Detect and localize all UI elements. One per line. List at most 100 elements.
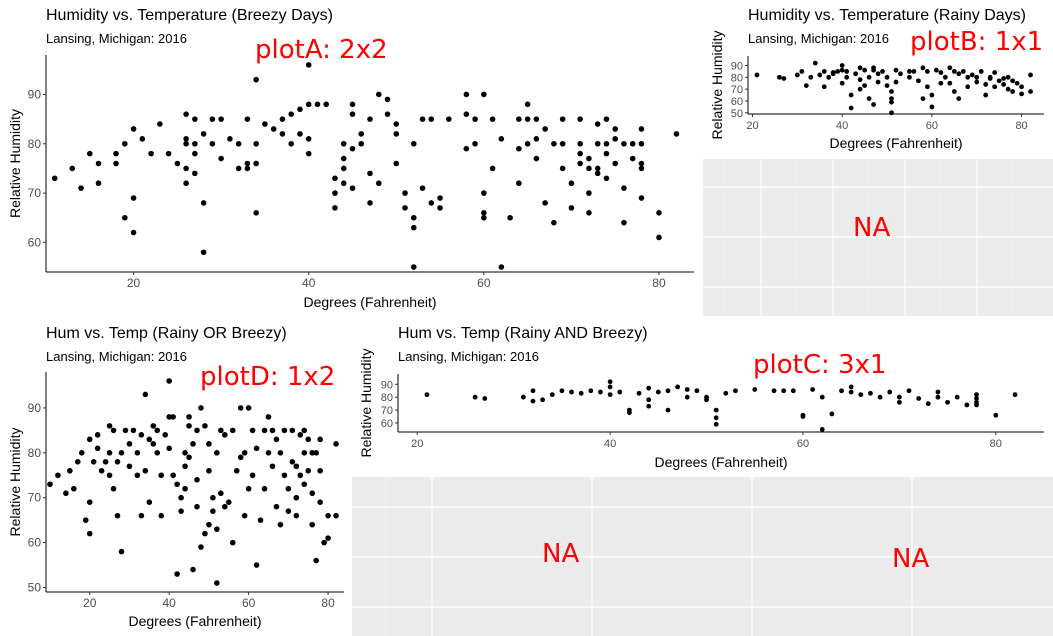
data-point: [933, 67, 939, 73]
data-point: [178, 508, 184, 514]
data-point: [309, 450, 316, 456]
data-point: [598, 389, 603, 395]
data-point: [1019, 84, 1024, 90]
data-point: [194, 503, 200, 510]
data-point: [646, 403, 652, 409]
data-point: [358, 140, 365, 147]
data-point: [261, 427, 268, 434]
data-point: [106, 423, 113, 429]
data-point: [817, 72, 823, 78]
data-point: [617, 389, 623, 395]
data-point: [925, 401, 931, 407]
data-point: [186, 454, 192, 461]
data-point: [929, 92, 935, 98]
data-point: [559, 165, 566, 172]
data-point: [481, 214, 487, 221]
data-point: [138, 512, 145, 519]
data-point: [808, 74, 814, 80]
data-point: [74, 458, 81, 465]
data-point: [656, 234, 662, 241]
data-point: [848, 384, 854, 390]
data-point: [896, 399, 902, 405]
data-point: [134, 472, 141, 479]
data-point: [218, 155, 224, 162]
data-point: [158, 512, 165, 519]
chart-subtitle: Lansing, Michigan: 2016: [46, 349, 187, 364]
data-point: [858, 392, 864, 398]
data-point: [317, 499, 323, 506]
data-point: [305, 150, 312, 157]
data-point: [90, 458, 97, 465]
data-point: [938, 70, 944, 75]
x-tick-label: 40: [604, 438, 616, 450]
data-point: [166, 445, 172, 452]
data-point: [684, 394, 690, 400]
data-point: [333, 441, 339, 447]
data-point: [1005, 74, 1011, 80]
data-point: [270, 126, 277, 132]
data-point: [218, 490, 224, 497]
x-tick-label: 40: [162, 596, 176, 610]
data-point: [200, 200, 207, 206]
x-tick-label: 20: [83, 596, 97, 610]
data-point: [202, 423, 208, 429]
data-point: [568, 180, 575, 187]
data-point: [819, 394, 825, 400]
y-tick-label: 90: [381, 379, 393, 391]
data-point: [214, 526, 220, 532]
data-point: [323, 101, 330, 108]
data-point: [569, 389, 574, 395]
data-point: [481, 190, 487, 196]
data-point: [481, 91, 487, 98]
data-point: [1010, 89, 1016, 94]
data-point: [285, 508, 292, 514]
data-point: [174, 571, 180, 577]
data-point: [987, 76, 993, 81]
data-point: [603, 150, 610, 157]
data-point: [235, 140, 242, 147]
data-point: [237, 405, 244, 411]
data-point: [887, 389, 893, 395]
data-point: [419, 116, 426, 122]
x-axis-label: Degrees (Fahrenheit): [654, 454, 787, 470]
data-point: [148, 150, 154, 157]
data-point: [424, 392, 430, 398]
data-point: [214, 580, 220, 586]
data-point: [244, 165, 251, 172]
data-point: [481, 210, 487, 216]
data-point: [819, 427, 825, 432]
data-point: [86, 499, 93, 506]
data-point: [960, 68, 966, 74]
data-point: [222, 432, 228, 438]
chart-subtitle: Lansing, Michigan: 2016: [398, 349, 539, 364]
data-point: [586, 190, 592, 196]
data-point: [78, 450, 85, 456]
data-point: [428, 200, 435, 206]
data-point: [907, 74, 912, 80]
data-point: [916, 396, 922, 401]
data-point: [273, 436, 280, 443]
data-point: [237, 454, 244, 461]
data-point: [305, 136, 312, 142]
data-point: [269, 463, 276, 470]
data-point: [253, 76, 259, 83]
data-point: [265, 450, 272, 456]
data-point: [134, 450, 141, 456]
data-point: [358, 131, 365, 137]
data-point: [94, 445, 101, 452]
na-label: NA: [853, 213, 891, 243]
data-point: [384, 111, 391, 117]
data-point: [277, 521, 284, 528]
data-point: [297, 472, 304, 479]
data-point: [857, 86, 863, 92]
x-tick-label: 20: [127, 276, 141, 290]
y-tick-label: 80: [381, 392, 393, 404]
data-point: [130, 126, 137, 132]
data-point: [63, 490, 69, 497]
data-point: [281, 472, 288, 479]
y-tick-label: 70: [28, 186, 42, 200]
data-point: [829, 411, 835, 417]
data-point: [935, 394, 941, 400]
data-point: [198, 544, 204, 550]
